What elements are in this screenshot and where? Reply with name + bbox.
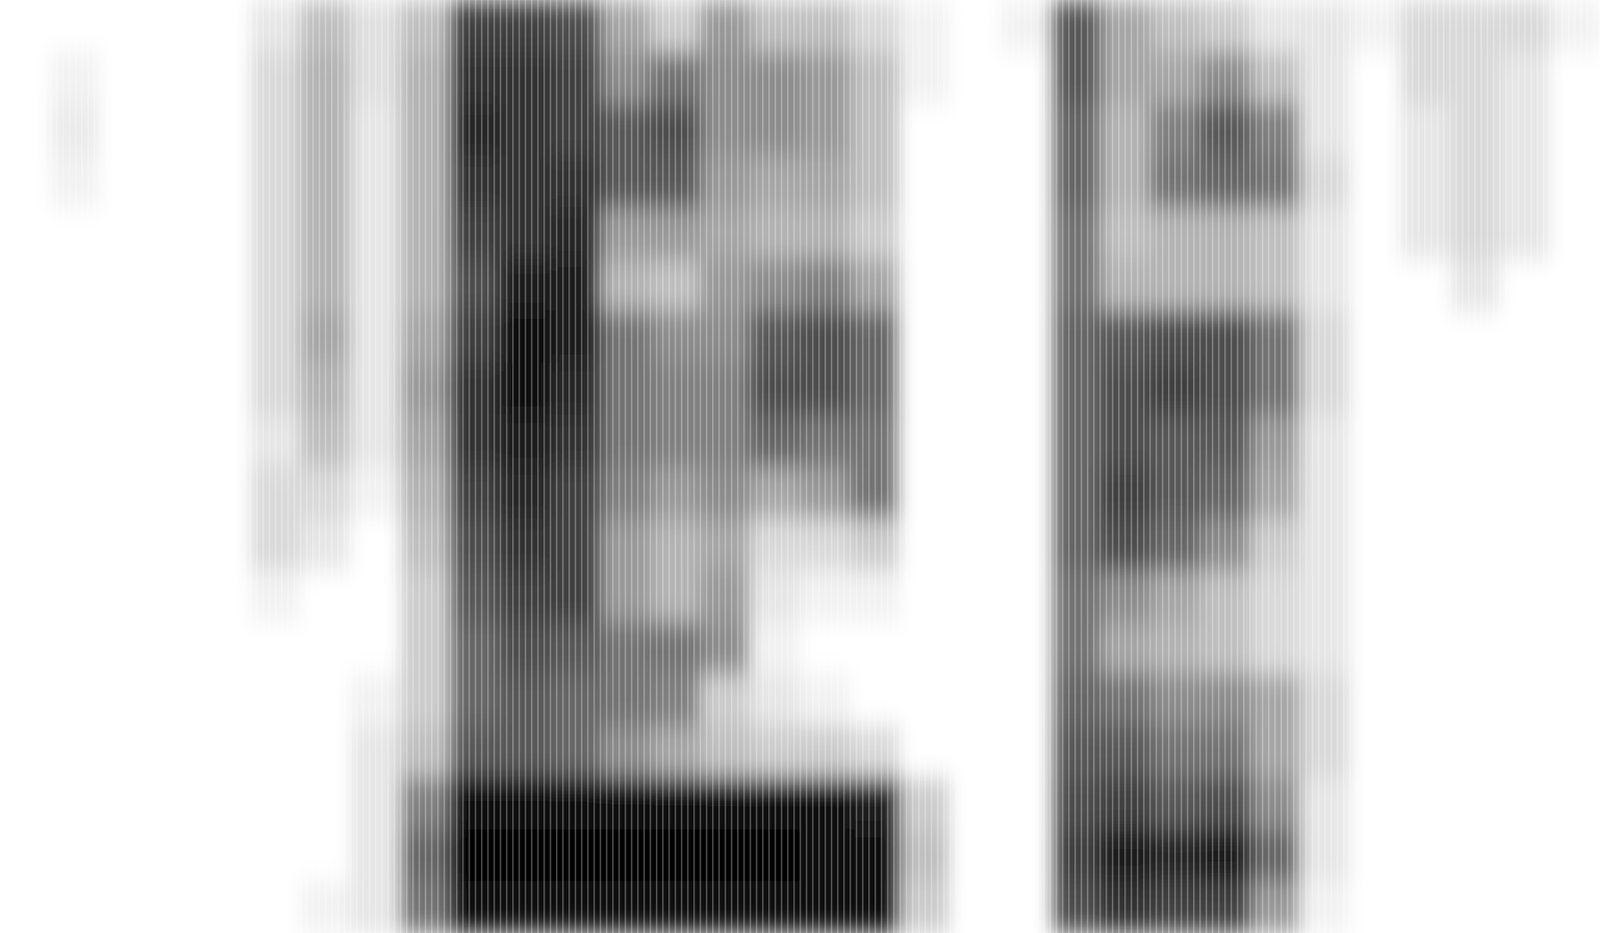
cells [0,0,1600,933]
striation-overlay [0,0,1600,933]
background [0,0,1600,933]
spectrogram [0,0,1600,933]
